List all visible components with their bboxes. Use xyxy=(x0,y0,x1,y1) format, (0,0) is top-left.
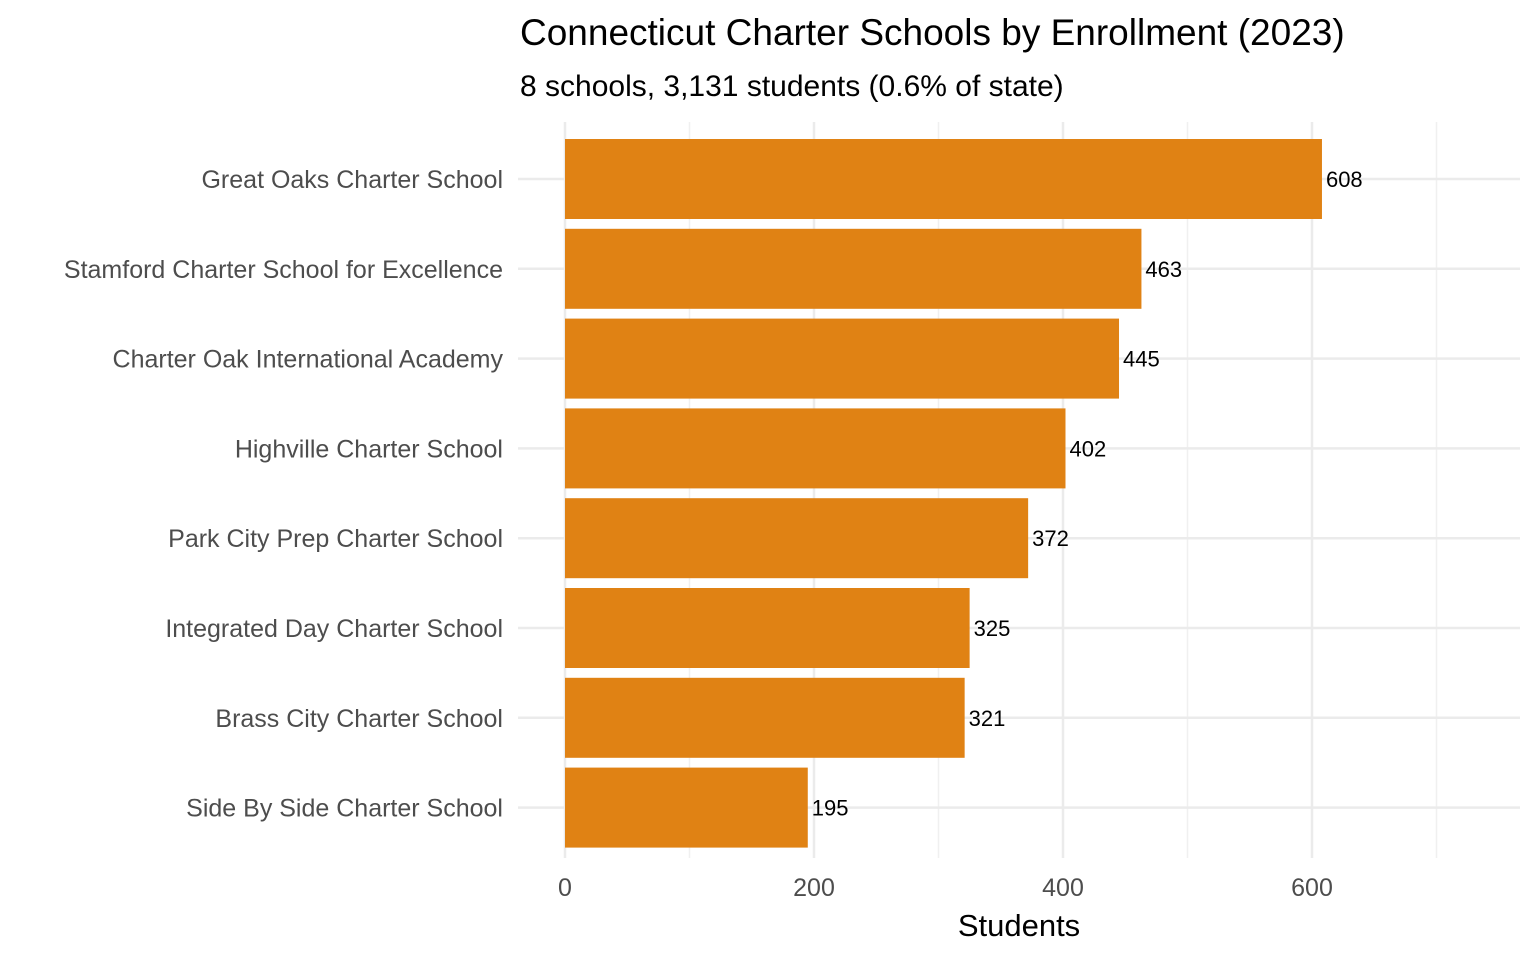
bar xyxy=(565,408,1066,489)
bar xyxy=(565,228,1142,309)
category-label: Park City Prep Charter School xyxy=(168,525,503,553)
data-label: 325 xyxy=(974,616,1011,641)
category-label: Highville Charter School xyxy=(235,435,503,463)
category-label: Side By Side Charter School xyxy=(186,795,503,823)
data-label: 463 xyxy=(1145,257,1182,282)
category-label: Stamford Charter School for Excellence xyxy=(64,256,503,284)
chart-title: Connecticut Charter Schools by Enrollmen… xyxy=(520,12,1345,53)
bar xyxy=(565,498,1029,579)
x-tick-label: 400 xyxy=(1042,874,1084,902)
category-label: Great Oaks Charter School xyxy=(201,166,503,194)
bar xyxy=(565,677,965,758)
data-label: 195 xyxy=(812,796,849,821)
x-axis-title: Students xyxy=(958,908,1080,943)
x-tick-label: 0 xyxy=(558,874,572,902)
data-label: 445 xyxy=(1123,347,1160,372)
bar xyxy=(565,588,970,668)
data-label: 321 xyxy=(969,706,1006,731)
data-label: 402 xyxy=(1069,436,1106,461)
data-label: 372 xyxy=(1032,526,1069,551)
data-label: 608 xyxy=(1326,167,1363,192)
bar xyxy=(565,318,1120,399)
bar xyxy=(565,767,808,848)
category-label: Brass City Charter School xyxy=(215,705,503,733)
chart-subtitle: 8 schools, 3,131 students (0.6% of state… xyxy=(520,70,1064,103)
category-label: Integrated Day Charter School xyxy=(165,615,503,643)
category-label: Charter Oak International Academy xyxy=(113,346,504,374)
bar xyxy=(565,139,1322,219)
x-tick-label: 200 xyxy=(793,874,835,902)
x-tick-label: 600 xyxy=(1291,874,1333,902)
